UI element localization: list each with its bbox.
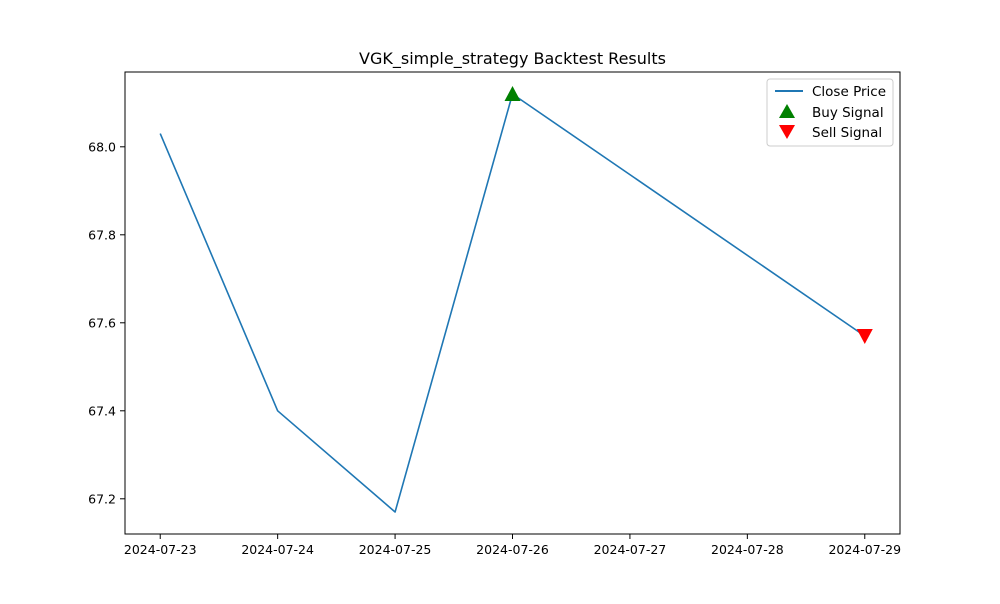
chart-title: VGK_simple_strategy Backtest Results bbox=[359, 49, 666, 69]
legend-sell-signal-label: Sell Signal bbox=[812, 125, 882, 141]
x-tick-label: 2024-07-27 bbox=[594, 542, 667, 557]
sell-signal-marker bbox=[856, 329, 873, 344]
legend-buy-signal-marker bbox=[779, 104, 795, 118]
x-tick-label: 2024-07-26 bbox=[476, 542, 549, 557]
legend-sell-signal-marker bbox=[779, 125, 795, 139]
x-tick-label: 2024-07-28 bbox=[711, 542, 784, 557]
x-tick-label: 2024-07-25 bbox=[359, 542, 432, 557]
y-tick-label: 67.2 bbox=[88, 491, 116, 506]
legend-buy-signal-label: Buy Signal bbox=[812, 105, 884, 121]
x-tick-label: 2024-07-24 bbox=[241, 542, 314, 557]
legend: Close Price Buy Signal Sell Signal bbox=[766, 78, 894, 147]
x-axis: 2024-07-23 2024-07-24 2024-07-25 2024-07-26… bbox=[124, 534, 901, 557]
x-tick-label: 2024-07-23 bbox=[124, 542, 197, 557]
signal-markers bbox=[504, 86, 873, 344]
y-axis: 67.2 67.4 67.6 67.8 68.0 bbox=[88, 139, 125, 506]
x-tick-label: 2024-07-29 bbox=[828, 542, 901, 557]
y-tick-label: 68.0 bbox=[88, 139, 116, 154]
legend-close-price-label: Close Price bbox=[812, 84, 886, 100]
y-tick-label: 67.4 bbox=[88, 403, 116, 418]
y-tick-label: 67.6 bbox=[88, 315, 116, 330]
legend-box bbox=[766, 78, 894, 147]
buy-signal-marker bbox=[504, 86, 521, 101]
series-layer bbox=[159, 93, 866, 513]
y-tick-label: 67.8 bbox=[88, 227, 116, 242]
close-price-line bbox=[159, 93, 866, 513]
